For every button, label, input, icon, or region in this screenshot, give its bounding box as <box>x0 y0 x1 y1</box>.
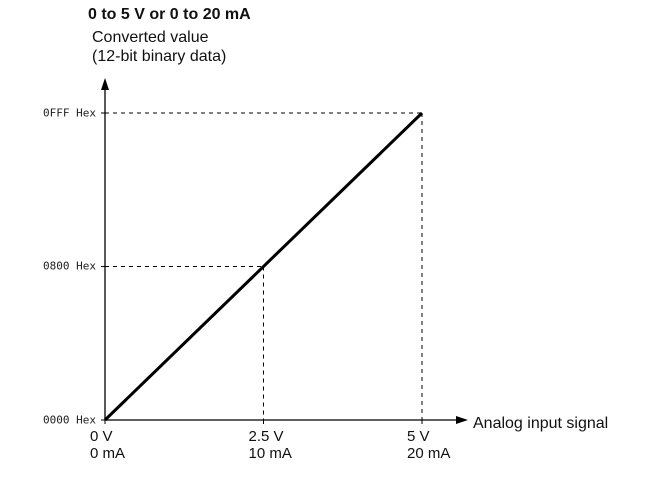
data-line <box>103 111 424 422</box>
x-axis-arrow <box>456 416 468 424</box>
y-tick-label: 0800 Hex <box>43 259 96 273</box>
x-tick-label: 0 V 0 mA <box>90 428 126 462</box>
y-tick-label: 0000 Hex <box>43 413 96 427</box>
y-tick-label: 0FFF Hex <box>43 106 96 120</box>
chart-title: 0 to 5 V or 0 to 20 mA <box>88 6 251 23</box>
x-tick-label: 5 V 20 mA <box>407 428 451 462</box>
y-axis-arrow <box>101 78 109 90</box>
x-axis-label: Analog input signal <box>473 415 609 432</box>
x-tick-label: 2.5 V 10 mA <box>248 428 292 462</box>
y-axis-label: Converted value (12-bit binary data) <box>92 29 227 65</box>
